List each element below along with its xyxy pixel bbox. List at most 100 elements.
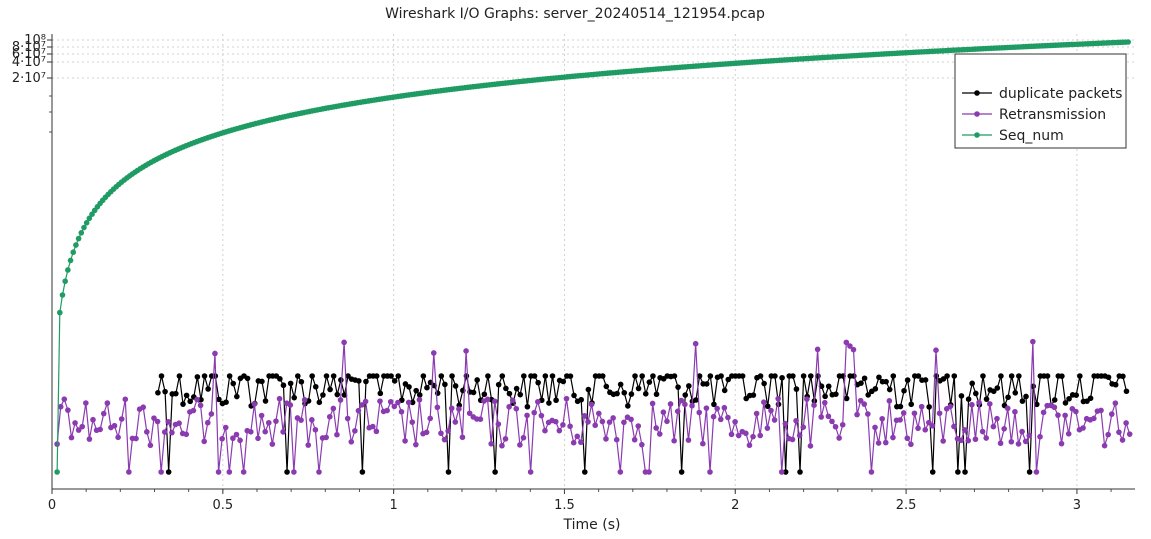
retransmission-point (567, 423, 573, 430)
retransmission-point (1080, 425, 1086, 431)
retransmission-point (352, 428, 358, 434)
duplicate-packets-point (764, 403, 771, 410)
duplicate-packets-point (1120, 373, 1126, 380)
retransmission-point (703, 405, 710, 411)
seq-num-point (83, 219, 90, 226)
retransmission-point (1105, 431, 1111, 438)
retransmission-point (671, 437, 677, 444)
duplicate-packets-point (1033, 401, 1040, 408)
retransmission-point (563, 395, 570, 402)
retransmission-point (1004, 405, 1011, 412)
retransmission-point (75, 427, 82, 433)
retransmission-point (750, 433, 756, 440)
duplicate-packets-point (915, 373, 922, 379)
retransmission-point (918, 403, 925, 410)
duplicate-packets-point (1123, 388, 1130, 395)
duplicate-packets-point (797, 469, 803, 475)
duplicate-packets-point (904, 377, 911, 383)
retransmission-point (484, 396, 491, 403)
duplicate-packets-point (635, 385, 642, 392)
retransmission-point (57, 403, 64, 410)
retransmission-point (1012, 408, 1018, 415)
retransmission-point (61, 396, 68, 402)
duplicate-packets-point (549, 373, 556, 379)
retransmission-point (104, 400, 111, 406)
retransmission-point (222, 424, 229, 431)
duplicate-packets-point (226, 373, 233, 379)
retransmission-point (538, 412, 545, 419)
retransmission-point (1008, 438, 1015, 445)
duplicate-packets-point (395, 373, 402, 379)
duplicate-packets-point (409, 399, 416, 406)
duplicate-packets-point (833, 391, 839, 397)
legend-swatch-marker (974, 111, 980, 117)
retransmission-point (513, 405, 520, 412)
retransmission-point (868, 469, 875, 475)
retransmission-point (811, 402, 817, 409)
retransmission-point (1001, 426, 1007, 432)
duplicate-packets-point (639, 373, 645, 379)
duplicate-packets-point (983, 396, 990, 402)
seq-num-point (65, 267, 71, 273)
retransmission-point (865, 411, 871, 417)
duplicate-packets-point (244, 375, 251, 382)
retransmission-point (387, 398, 394, 405)
retransmission-point (940, 438, 946, 444)
retransmission-point (1112, 400, 1119, 406)
retransmission-point (778, 469, 785, 475)
retransmission-point (341, 339, 347, 346)
retransmission-point (936, 410, 943, 417)
retransmission-point (843, 339, 850, 346)
retransmission-point (226, 469, 233, 475)
duplicate-packets-point (779, 374, 785, 381)
duplicate-packets-point (1105, 374, 1112, 381)
retransmission-point (854, 411, 860, 418)
retransmission-point (280, 429, 286, 435)
retransmission-series (54, 338, 1133, 475)
retransmission-point (976, 399, 982, 406)
duplicate-packets-point (686, 383, 692, 389)
retransmission-point (656, 431, 663, 437)
duplicate-packets-point (578, 396, 585, 403)
seq-num-point (75, 235, 82, 242)
retransmission-point (915, 425, 921, 432)
duplicate-packets-point (678, 469, 685, 475)
retransmission-point (100, 410, 107, 417)
retransmission-point (879, 415, 885, 422)
duplicate-packets-point (452, 383, 459, 389)
duplicate-packets-point (929, 469, 936, 475)
retransmission-point (660, 409, 667, 415)
seq-num-point (62, 278, 68, 285)
retransmission-point (678, 397, 685, 404)
retransmission-point (818, 414, 825, 420)
duplicate-packets-point (567, 373, 574, 379)
x-tick-label: 0.5 (212, 498, 233, 513)
retransmission-point (1051, 404, 1058, 411)
duplicate-packets-point (901, 387, 907, 394)
duplicate-packets-point (309, 373, 315, 379)
retransmission-point (219, 435, 225, 442)
retransmission-point (452, 419, 459, 425)
duplicate-packets-point (506, 390, 513, 397)
duplicate-packets-point (621, 389, 628, 396)
retransmission-point (362, 398, 369, 405)
duplicate-packets-point (581, 469, 588, 475)
retransmission-point (850, 346, 857, 353)
retransmission-point (829, 418, 835, 425)
retransmission-point (753, 410, 760, 417)
retransmission-point (707, 469, 713, 475)
retransmission-point (183, 431, 190, 438)
duplicate-packets-point (546, 400, 552, 406)
retransmission-point (83, 400, 89, 406)
duplicate-packets-point (553, 397, 559, 404)
retransmission-point (488, 440, 494, 447)
duplicate-packets-point (883, 378, 889, 385)
duplicate-packets-point (162, 388, 168, 395)
duplicate-packets-point (560, 378, 567, 385)
retransmission-point (79, 423, 86, 430)
duplicate-packets-point (470, 389, 477, 396)
retransmission-point (398, 408, 405, 415)
duplicate-packets-point (711, 401, 717, 408)
retransmission-point (560, 422, 566, 428)
retransmission-point (122, 396, 129, 403)
